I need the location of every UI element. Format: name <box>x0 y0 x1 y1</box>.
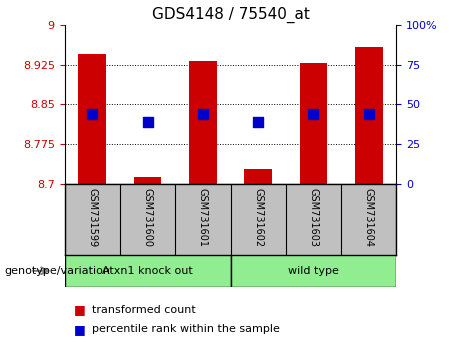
Text: GSM731599: GSM731599 <box>87 188 97 247</box>
Text: GSM731600: GSM731600 <box>142 188 153 247</box>
Bar <box>244 169 272 184</box>
Title: GDS4148 / 75540_at: GDS4148 / 75540_at <box>152 7 309 23</box>
Point <box>89 111 96 117</box>
Bar <box>65 255 230 287</box>
Bar <box>134 177 161 184</box>
Point <box>199 111 207 117</box>
Text: ■: ■ <box>74 323 85 336</box>
Text: GSM731603: GSM731603 <box>308 188 319 247</box>
Bar <box>355 47 383 184</box>
Bar <box>78 54 106 184</box>
Text: ■: ■ <box>74 303 85 316</box>
Text: Atxn1 knock out: Atxn1 knock out <box>102 266 193 276</box>
Text: GSM731601: GSM731601 <box>198 188 208 247</box>
Bar <box>189 61 217 184</box>
Point <box>144 120 151 125</box>
Text: transformed count: transformed count <box>92 305 196 315</box>
Text: genotype/variation: genotype/variation <box>5 266 111 276</box>
Bar <box>230 255 396 287</box>
Point <box>310 111 317 117</box>
Text: percentile rank within the sample: percentile rank within the sample <box>92 324 280 334</box>
Text: GSM731602: GSM731602 <box>253 188 263 247</box>
Point <box>254 120 262 125</box>
Point <box>365 111 372 117</box>
Text: GSM731604: GSM731604 <box>364 188 374 247</box>
Text: wild type: wild type <box>288 266 339 276</box>
Bar <box>300 63 327 184</box>
